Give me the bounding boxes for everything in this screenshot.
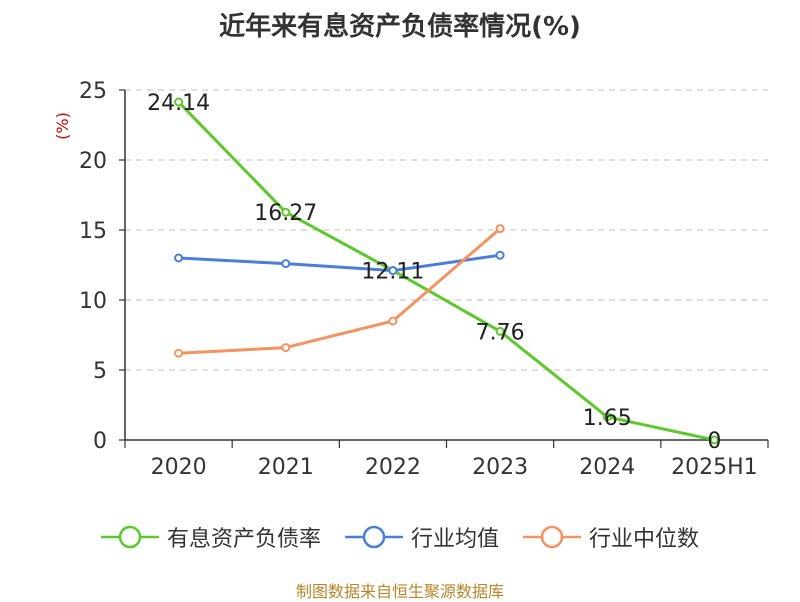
series-line-0: [177, 100, 715, 442]
data-point: [174, 348, 184, 358]
data-label: 12.11: [361, 259, 424, 284]
data-point: [495, 224, 505, 234]
y-axis-label: (%): [53, 112, 72, 140]
y-tick-label: 20: [79, 149, 107, 174]
source-note: 制图数据来自恒生聚源数据库: [295, 582, 504, 601]
x-tick-label: 2020: [151, 455, 207, 480]
legend-item-ratio[interactable]: 有息资产负债率: [100, 521, 321, 553]
y-tick-label: 25: [79, 79, 107, 104]
data-label: 16.27: [254, 201, 317, 226]
legend-swatch-ratio: [100, 525, 159, 549]
data-label: 1.65: [583, 406, 632, 431]
data-point: [174, 97, 184, 107]
chart-title: 近年来有息资产负债率情况(%): [219, 12, 581, 42]
data-label: 0: [707, 429, 721, 454]
legend-label-ratio: 有息资产负债率: [166, 527, 321, 552]
data-point: [388, 316, 398, 326]
legend: 有息资产负债率 行业均值 行业中位数: [0, 520, 800, 554]
data-label: 24.14: [147, 91, 210, 116]
x-tick-label: 2022: [365, 455, 421, 480]
data-point: [602, 412, 612, 422]
x-tick-label: 2024: [579, 455, 635, 480]
data-point: [281, 207, 291, 217]
data-label: 7.76: [476, 320, 525, 345]
data-point: [281, 343, 291, 353]
x-tick-label: 2025H1: [671, 455, 758, 480]
data-point: [281, 259, 291, 269]
data-point: [495, 250, 505, 260]
data-point: [495, 326, 505, 336]
data-point: [709, 435, 719, 445]
legend-label-industry-median: 行业中位数: [589, 527, 700, 552]
y-tick-label: 15: [79, 219, 107, 244]
legend-item-industry-median[interactable]: 行业中位数: [523, 521, 699, 553]
legend-swatch-industry-mean: [344, 525, 403, 549]
data-point: [174, 253, 184, 263]
series-line-1: [178, 253, 501, 273]
data-point: [388, 266, 398, 276]
legend-item-industry-mean[interactable]: 行业均值: [344, 521, 499, 553]
series-line-2: [178, 227, 502, 355]
x-tick-label: 2021: [258, 455, 314, 480]
y-tick-label: 0: [93, 429, 107, 454]
y-tick-label: 10: [79, 289, 107, 314]
legend-swatch-industry-median: [523, 525, 581, 549]
legend-label-industry-mean: 行业均值: [410, 527, 499, 552]
y-tick-label: 5: [93, 359, 107, 384]
x-tick-label: 2023: [472, 455, 528, 480]
